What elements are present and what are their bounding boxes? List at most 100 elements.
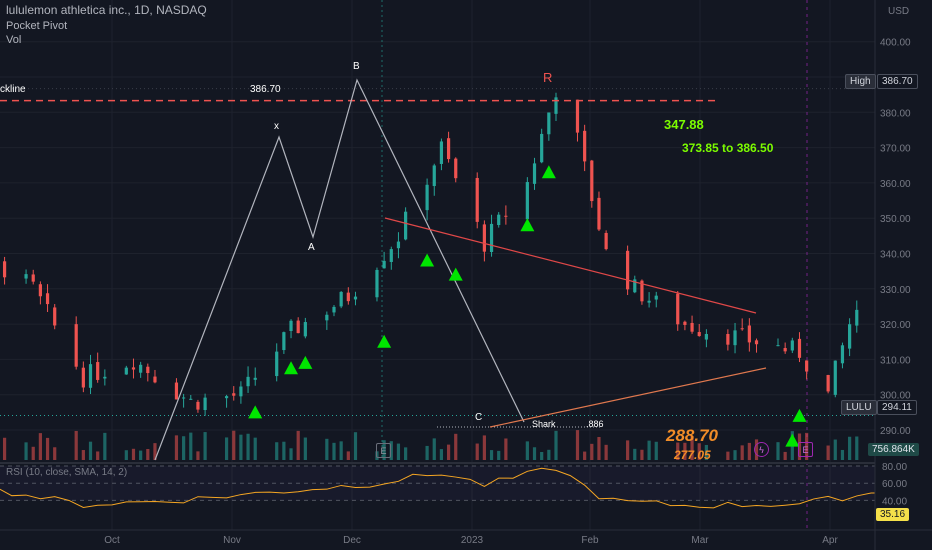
volume-bar	[139, 450, 143, 460]
price-axis-tick: 350.00	[880, 214, 911, 225]
volume-bar	[504, 438, 508, 460]
volume-bar	[239, 434, 243, 460]
candle-body	[783, 348, 787, 352]
volume-bar	[174, 435, 179, 460]
volume-bar	[346, 451, 350, 460]
pocket-pivot-legend[interactable]: Pocket Pivot	[6, 20, 68, 32]
price-axis-tick: 340.00	[880, 250, 911, 261]
volume-bar	[432, 438, 436, 460]
candle-body	[53, 307, 57, 326]
candle-body	[224, 396, 229, 399]
candle-body	[38, 284, 42, 297]
candle-body	[454, 158, 458, 179]
time-axis-tick: Apr	[822, 535, 838, 546]
volume-legend[interactable]: Vol	[6, 34, 22, 46]
candle-body	[246, 376, 250, 387]
candle-body	[182, 397, 186, 399]
volume-bar	[203, 432, 207, 460]
time-axis-tick: Oct	[104, 535, 120, 546]
volume-bar	[590, 443, 594, 460]
volume-bar	[325, 438, 329, 460]
candle-body	[790, 340, 794, 351]
volume-bar	[189, 432, 193, 460]
candle-body	[726, 333, 730, 345]
volume-bar	[339, 441, 343, 460]
symbol-badge-label: LULU	[841, 400, 877, 415]
volume-bar	[439, 449, 444, 460]
candle-body	[2, 261, 7, 278]
wedge-lower-line	[489, 367, 767, 428]
candle-body	[253, 377, 257, 380]
candle-body	[88, 364, 93, 388]
symbol-title[interactable]: lululemon athletica inc., 1D, NASDAQ	[6, 3, 207, 17]
volume-bar	[103, 432, 107, 460]
candle-body	[232, 393, 236, 396]
candle-body	[704, 333, 708, 340]
price-axis-bg	[875, 0, 932, 550]
candle-body	[31, 274, 35, 282]
volume-bar	[833, 439, 837, 460]
candle-body	[446, 138, 451, 160]
volume-bar	[146, 448, 150, 460]
candle-body	[683, 321, 687, 325]
volume-bar	[74, 430, 78, 460]
volume-bar	[303, 437, 307, 460]
ratio-label: .886	[586, 419, 604, 429]
volume-bar	[38, 433, 42, 460]
volume-bar	[747, 442, 751, 460]
flash-icon[interactable]: ϟ	[754, 442, 769, 457]
candle-body	[575, 99, 580, 133]
volume-bar	[282, 441, 286, 460]
rsi-badge: 35.16	[876, 508, 910, 521]
candle-body	[554, 97, 558, 114]
volume-bar	[353, 432, 358, 460]
candle-body	[375, 269, 379, 298]
price-axis-tick: 330.00	[880, 285, 911, 296]
volume-bar	[246, 433, 250, 460]
volume-bar	[31, 446, 35, 460]
candle-body	[475, 177, 479, 222]
volume-bar	[196, 451, 200, 460]
volume-bar	[583, 451, 587, 460]
candle-body	[353, 296, 358, 300]
earnings-marker-upcoming[interactable]: E	[798, 442, 813, 457]
rsi-axis-tick: 60.00	[882, 479, 907, 490]
pane-separator[interactable]	[0, 462, 875, 464]
candle-body	[805, 360, 809, 372]
candle-body	[848, 324, 852, 349]
candle-body	[754, 340, 759, 345]
pattern-point-b: B	[353, 61, 360, 72]
candle-body	[776, 345, 780, 347]
volume-bar	[783, 451, 787, 460]
pattern-point-x: x	[274, 121, 279, 132]
pocket-pivot-signal-icon	[298, 355, 313, 369]
candle-body	[590, 160, 594, 202]
volume-bar	[489, 450, 494, 460]
volume-bar	[482, 435, 486, 460]
volume-bar	[525, 441, 529, 460]
rsi-axis-tick: 80.00	[882, 462, 907, 473]
earnings-marker-past[interactable]: E	[376, 443, 391, 458]
rsi-line	[0, 467, 932, 509]
volume-bar	[389, 441, 393, 460]
volume-bar	[88, 441, 93, 460]
volume-bar	[232, 430, 236, 460]
volume-bar	[733, 450, 737, 460]
candle-body	[282, 332, 286, 351]
candle-body	[647, 300, 651, 303]
volume-bar	[296, 430, 300, 460]
volume-bar	[540, 451, 544, 460]
volume-bar	[855, 436, 859, 460]
volume-bar	[848, 436, 852, 460]
chart-grid	[0, 0, 875, 530]
time-axis-tick: Mar	[691, 535, 709, 546]
price-axis-tick: 320.00	[880, 320, 911, 331]
volume-bar	[253, 437, 257, 460]
price-axis-tick: 370.00	[880, 144, 911, 155]
rsi-legend[interactable]: RSI (10, close, SMA, 14, 2)	[6, 467, 128, 478]
volume-bar	[497, 450, 501, 460]
price-axis-tick: USD	[888, 6, 909, 17]
volume-bar	[547, 449, 551, 460]
